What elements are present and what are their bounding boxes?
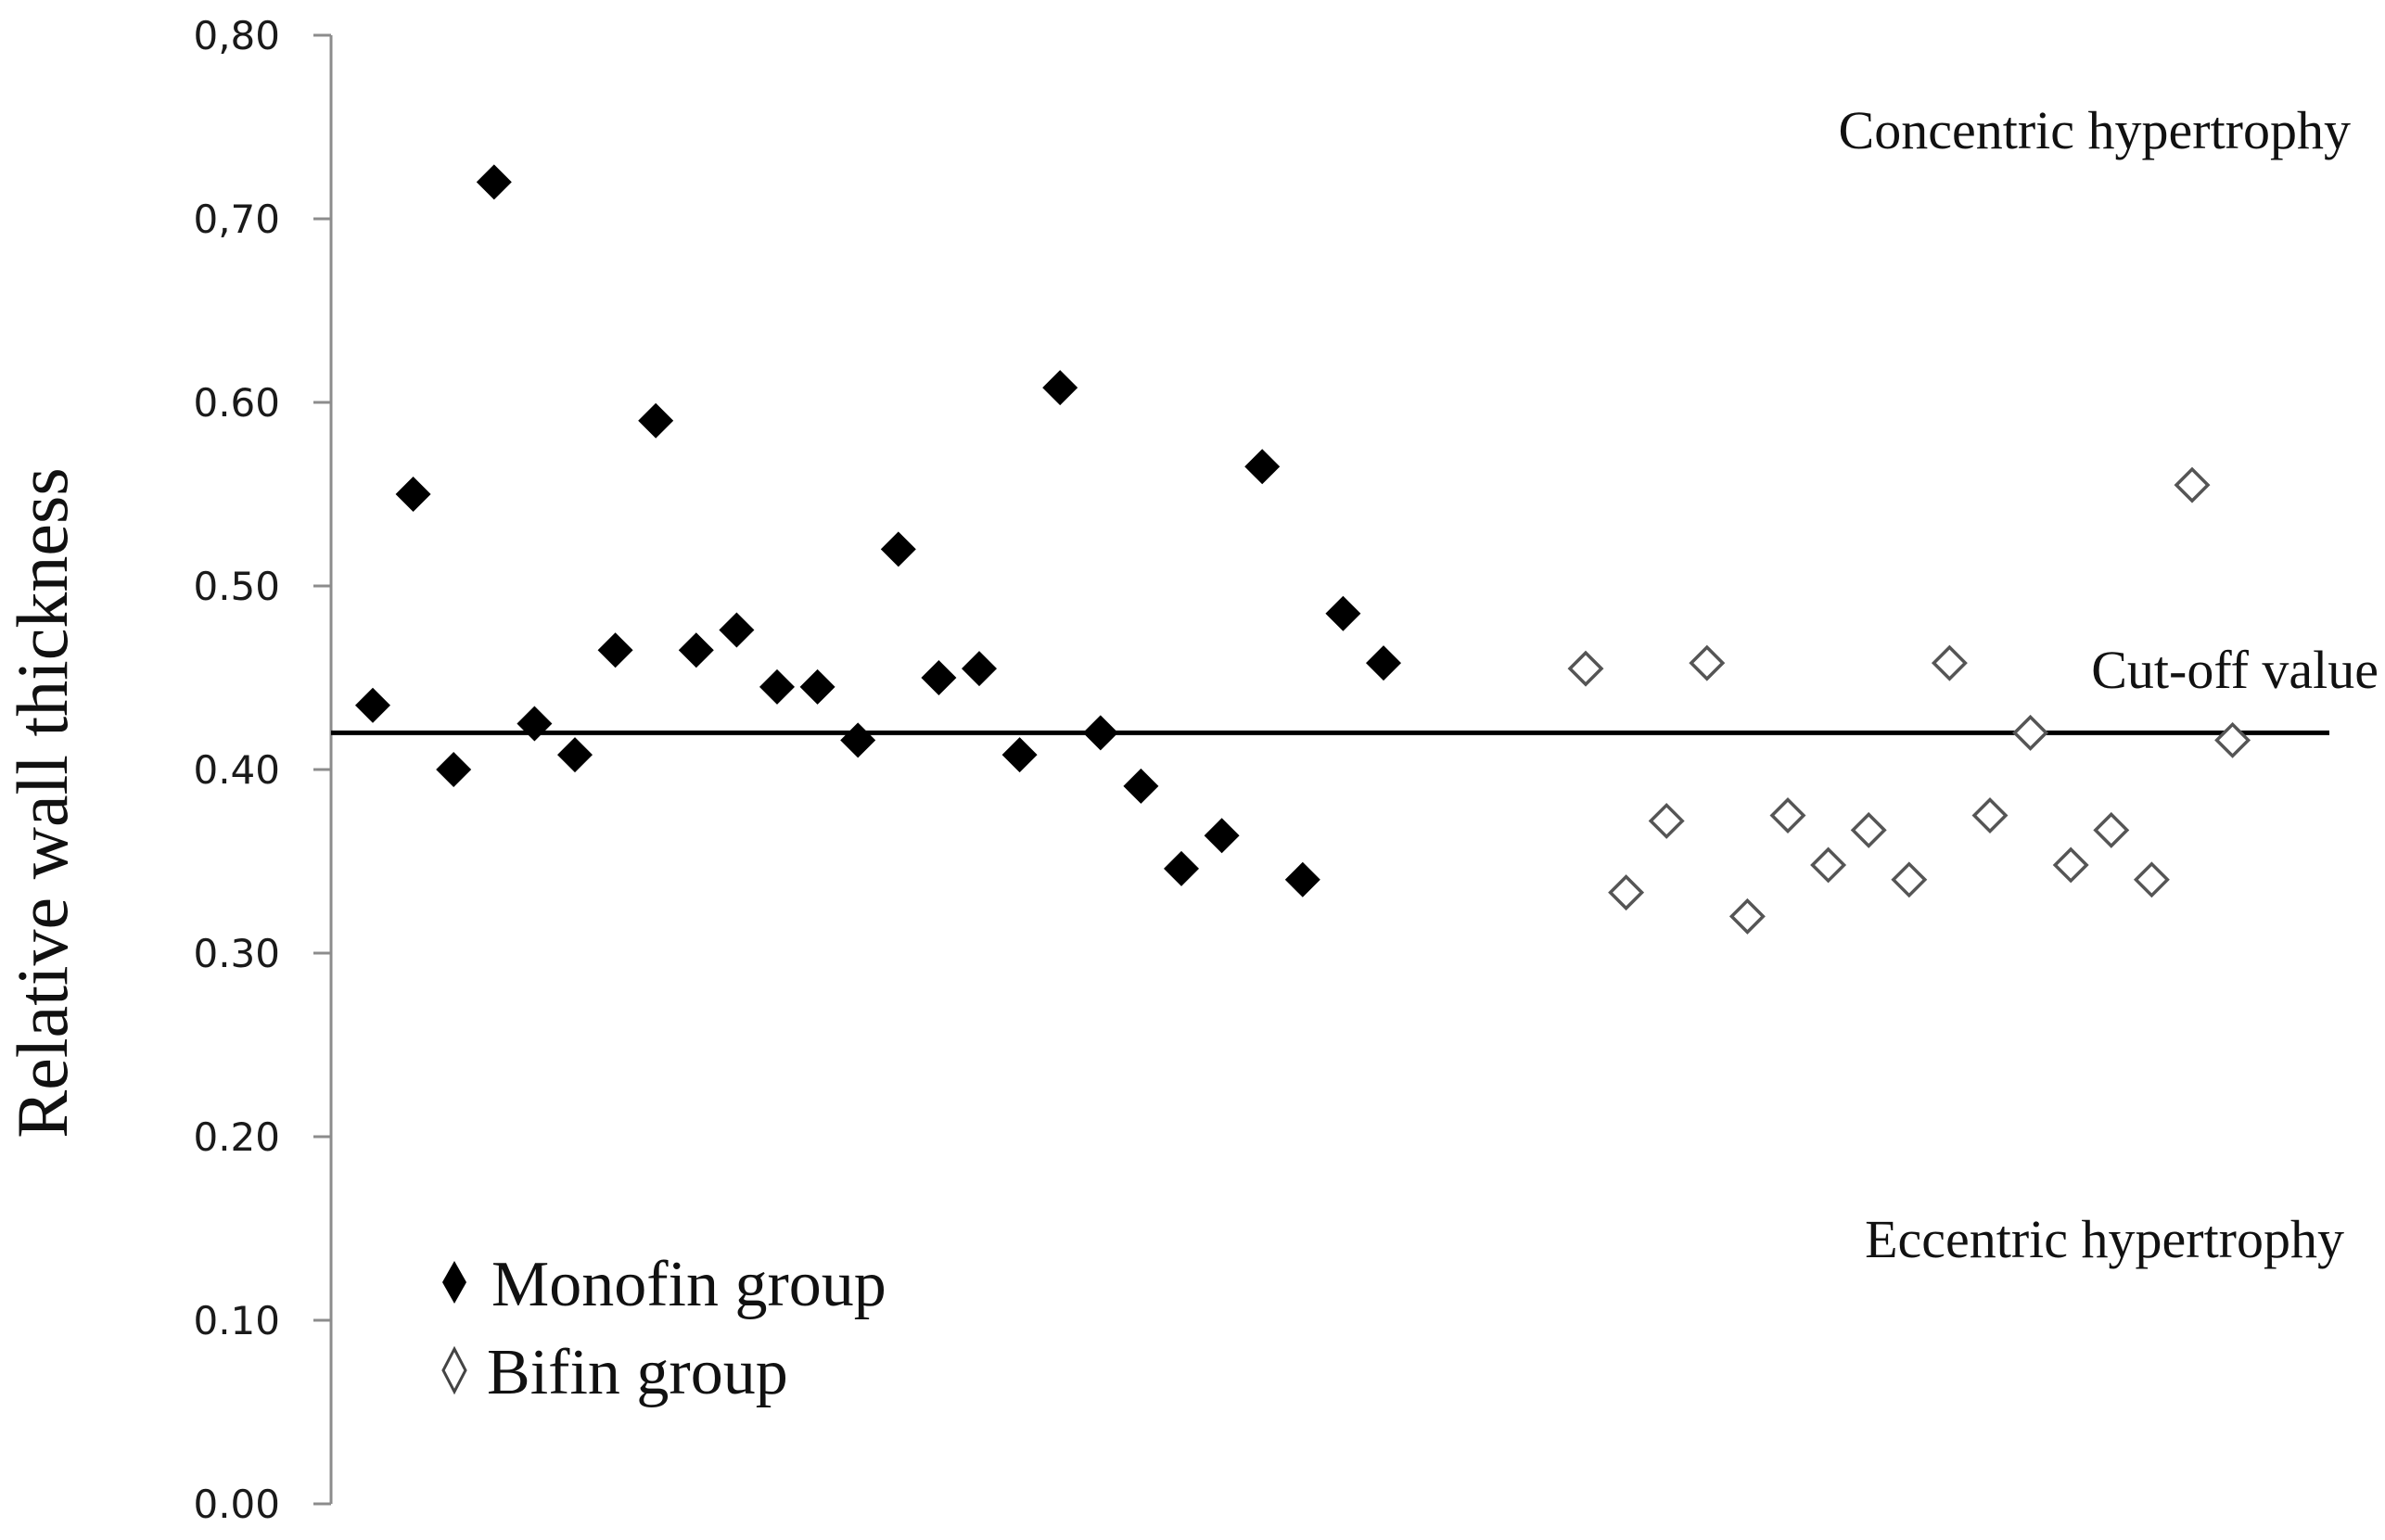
bifin-point [1648, 802, 1685, 839]
bifin-point [1891, 861, 1928, 898]
monofin-point [557, 737, 593, 773]
bifin-point [1689, 644, 1726, 681]
monofin-point [678, 632, 714, 668]
annotation-eccentric: Eccentric hypertrophy [1865, 1209, 2344, 1269]
monofin-point [395, 477, 431, 512]
monofin-point [638, 402, 674, 439]
monofin-point [355, 687, 390, 723]
y-tick-label: 0.60 [193, 380, 280, 426]
y-tick-label: 0,80 [193, 13, 280, 58]
monofin-point [880, 531, 916, 567]
monofin-point [719, 612, 755, 648]
annotation-concentric: Concentric hypertrophy [1839, 100, 2351, 160]
monofin-point [759, 668, 795, 705]
legend-monofin-marker [442, 1261, 466, 1304]
bifin-point [2012, 714, 2049, 751]
monofin-point [436, 752, 472, 787]
monofin-point [1284, 861, 1320, 897]
monofin-point [1366, 645, 1401, 681]
bifin-point [2214, 721, 2251, 758]
monofin-point [962, 651, 997, 687]
legend-monofin-label: Monofin group [491, 1249, 886, 1320]
y-tick-label: 0.30 [193, 931, 280, 976]
y-tick-label: 0.40 [193, 747, 280, 793]
y-axis-label: Relative wall thickness [2, 467, 83, 1138]
bifin-point [1608, 874, 1645, 911]
monofin-point [597, 632, 633, 668]
monofin-point [1244, 449, 1281, 485]
bifin-point [1931, 644, 1968, 681]
monofin-point [517, 706, 553, 742]
bifin-point [2174, 466, 2211, 503]
bifin-point [1769, 797, 1806, 834]
monofin-point [1082, 715, 1118, 751]
legend-bifin-label: Bifin group [487, 1337, 788, 1408]
y-ticks: 0.00 0.10 0.20 0.30 0.40 0.50 0.60 0,70 0,80 [193, 13, 331, 1527]
y-tick-label: 0.50 [193, 564, 280, 609]
monofin-point [840, 722, 876, 758]
y-tick-label: 0.00 [193, 1482, 280, 1527]
bifin-point [2093, 811, 2130, 848]
bifin-point [2052, 846, 2089, 884]
y-tick-label: 0.20 [193, 1114, 280, 1160]
bifin-point [1728, 897, 1766, 935]
monofin-point [1001, 737, 1038, 773]
monofin-point [1204, 818, 1240, 854]
bifin-point [1971, 797, 2009, 834]
data-points [355, 164, 2251, 935]
legend: Monofin group Bifin group [441, 1249, 886, 1408]
y-tick-label: 0.10 [193, 1298, 280, 1343]
bifin-point [2133, 861, 2170, 898]
monofin-point [1123, 768, 1159, 804]
bifin-point [1850, 811, 1887, 848]
monofin-point [1042, 370, 1078, 406]
bifin-point [1810, 846, 1847, 884]
monofin-point [799, 668, 835, 705]
legend-bifin-marker [441, 1345, 467, 1395]
monofin-point [1164, 850, 1199, 886]
bifin-point [1567, 650, 1604, 687]
cutoff-label: Cut-off value [2091, 640, 2379, 700]
monofin-point [921, 660, 957, 695]
y-tick-label: 0,70 [193, 197, 280, 242]
monofin-point [1325, 595, 1361, 631]
monofin-point [476, 164, 512, 200]
